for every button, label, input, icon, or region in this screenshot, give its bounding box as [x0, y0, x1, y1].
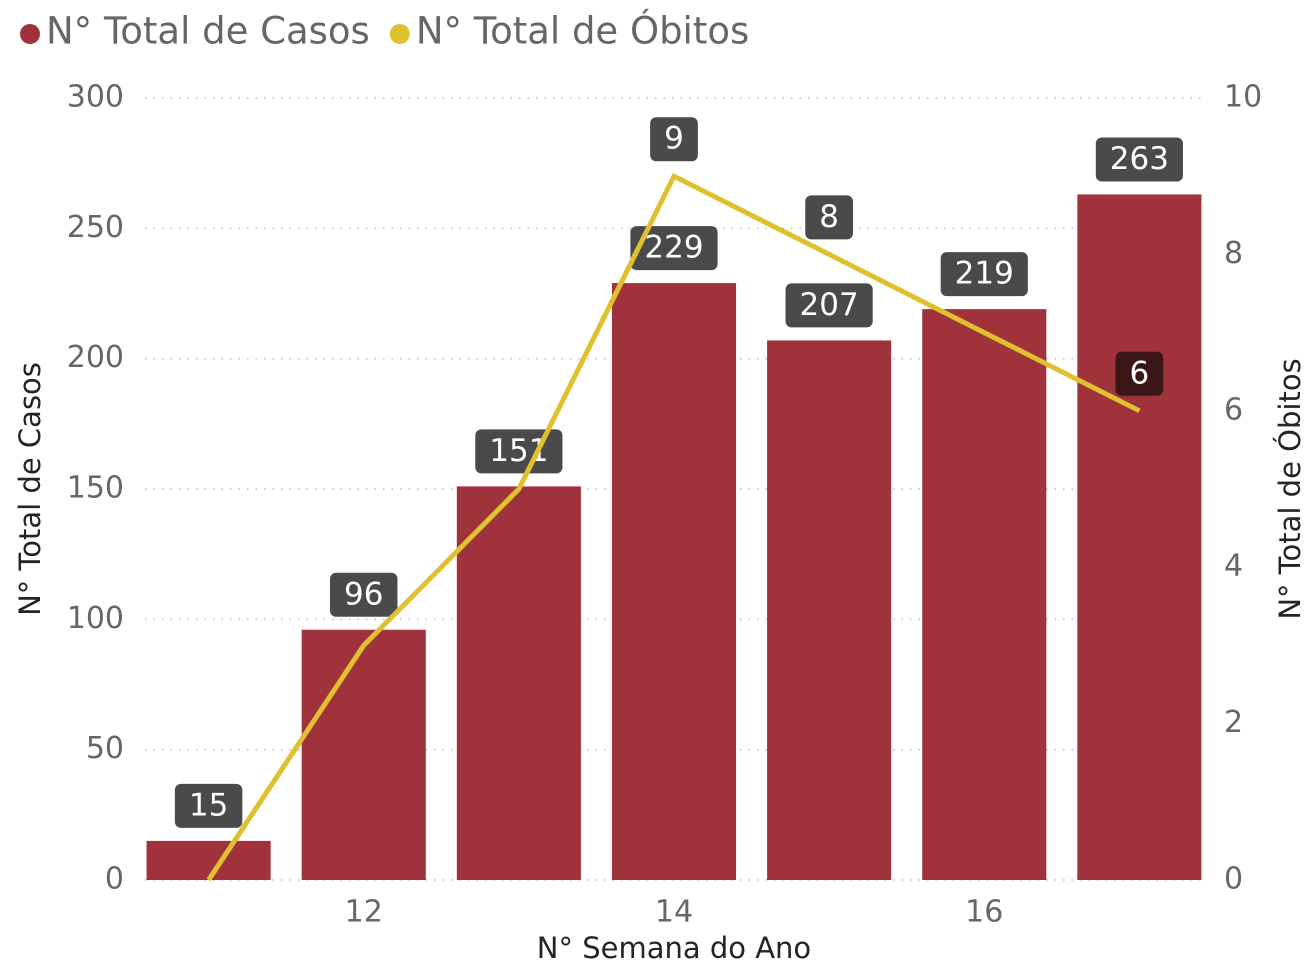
bar	[767, 340, 892, 880]
bar	[611, 283, 737, 880]
y2-tick-label: 4	[1224, 549, 1243, 584]
y2-tick-label: 8	[1224, 236, 1243, 271]
x-tick-label: 12	[345, 895, 383, 930]
legend-label: N° Total de Casos	[46, 10, 370, 53]
y-axis-title: N° Total de Casos	[13, 362, 47, 616]
data-label: 15	[189, 787, 228, 823]
bar	[146, 840, 271, 880]
y2-tick-label: 2	[1224, 705, 1243, 740]
bar	[1077, 194, 1202, 881]
y-tick-label: 200	[67, 340, 124, 375]
y-tick-label: 300	[67, 80, 124, 115]
data-label: 8	[819, 199, 839, 235]
y2-tick-label: 6	[1224, 392, 1243, 427]
data-label-box	[630, 226, 718, 271]
line	[206, 172, 1141, 882]
data-label: 229	[644, 230, 703, 266]
y-tick-label: 100	[67, 601, 124, 636]
data-label: 96	[344, 576, 383, 612]
legend-marker	[20, 24, 40, 44]
data-label-box	[1095, 137, 1183, 182]
legend-marker	[389, 24, 410, 44]
data-label: 207	[800, 287, 859, 323]
y-tick-label: 0	[105, 862, 124, 897]
data-label: 263	[1110, 141, 1169, 177]
y-tick-label: 150	[67, 471, 124, 506]
data-label: 9	[664, 121, 684, 157]
data-label-box	[805, 195, 853, 240]
y2-axis-title: N° Total de Óbitos	[1273, 358, 1307, 619]
data-label-box	[330, 572, 398, 617]
bar	[301, 629, 426, 880]
legend-label: N° Total de Óbitos	[416, 9, 749, 53]
y-tick-label: 250	[67, 210, 124, 245]
data-label-box	[650, 117, 698, 162]
y2-tick-label: 10	[1224, 80, 1262, 115]
x-tick-label: 14	[655, 895, 693, 930]
data-label: 6	[1130, 355, 1150, 391]
data-label-box	[1115, 351, 1164, 396]
data-label-box	[174, 783, 243, 828]
bar	[456, 486, 581, 880]
data-label: 219	[955, 256, 1014, 292]
x-tick-label: 16	[965, 895, 1003, 930]
x-axis-title: N° Semana do Ano	[537, 931, 811, 965]
data-label-box	[940, 252, 1028, 297]
y-tick-label: 50	[86, 731, 124, 766]
data-label-box	[785, 283, 873, 328]
bar	[922, 309, 1047, 880]
y2-tick-label: 0	[1224, 862, 1243, 897]
